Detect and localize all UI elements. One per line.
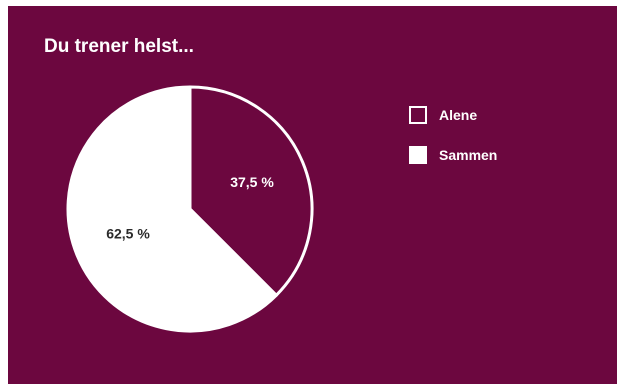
slice-label-sammen: 62,5 % — [106, 225, 150, 241]
legend-label-sammen: Sammen — [439, 147, 498, 163]
legend: Alene Sammen — [409, 104, 497, 184]
legend-item-alene: Alene — [409, 104, 497, 126]
slice-label-alene: 37,5 % — [230, 174, 274, 190]
chart-card: Du trener helst... 37,5 % 62,5 % Alene Sa… — [8, 6, 617, 384]
legend-swatch-sammen — [409, 146, 427, 164]
pie-slice-sammen — [66, 85, 278, 333]
legend-item-sammen: Sammen — [409, 144, 497, 166]
pie-chart: 37,5 % 62,5 % — [66, 85, 314, 333]
legend-label-alene: Alene — [439, 107, 478, 123]
chart-title: Du trener helst... — [44, 36, 194, 57]
pie-slice-alene — [188, 85, 314, 297]
legend-swatch-alene — [409, 106, 427, 124]
